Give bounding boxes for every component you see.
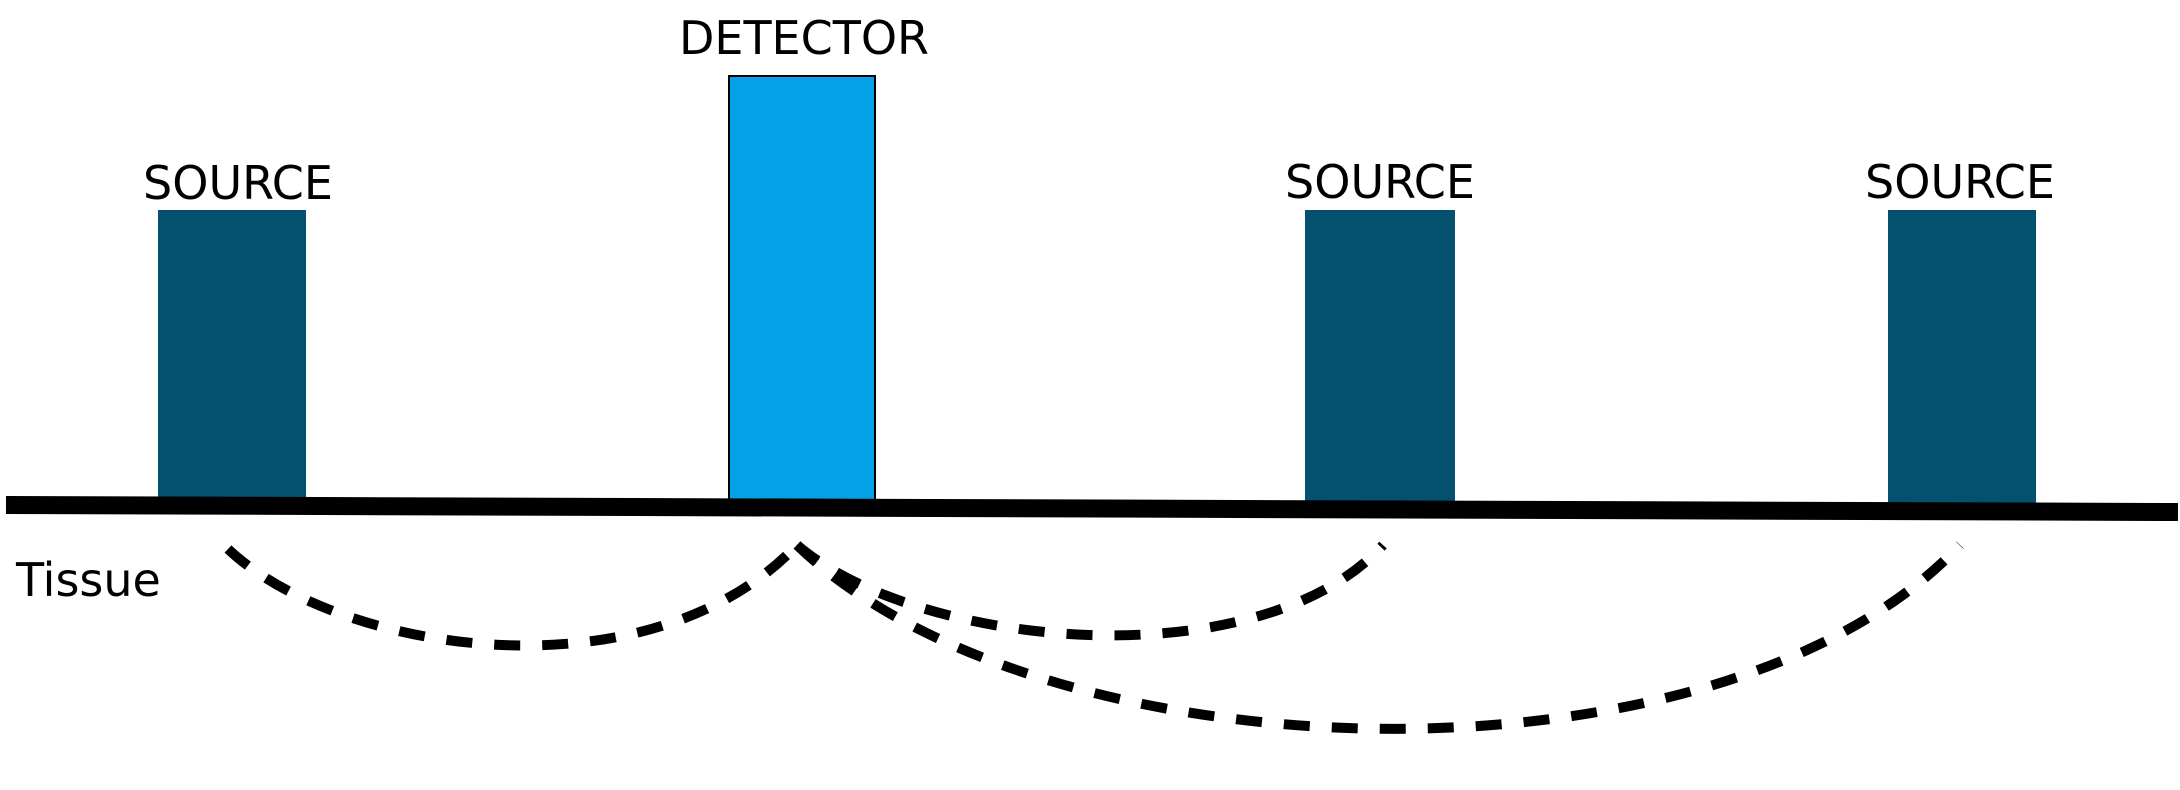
source-label-2: SOURCE — [1285, 155, 1475, 209]
light-path-source-1 — [224, 541, 801, 651]
detector-block — [728, 75, 876, 504]
source-label-3: SOURCE — [1865, 155, 2055, 209]
source-label-1: SOURCE — [143, 156, 333, 210]
source-block-2 — [1305, 210, 1455, 503]
source-block-3 — [1888, 210, 2036, 503]
light-path-source-3 — [793, 541, 1964, 734]
detector-label: DETECTOR — [678, 11, 930, 65]
tissue-surface-line — [5, 496, 2179, 521]
source-block-1 — [158, 210, 306, 503]
tissue-label: Tissue — [16, 553, 161, 607]
light-path-source-2 — [793, 541, 1387, 641]
